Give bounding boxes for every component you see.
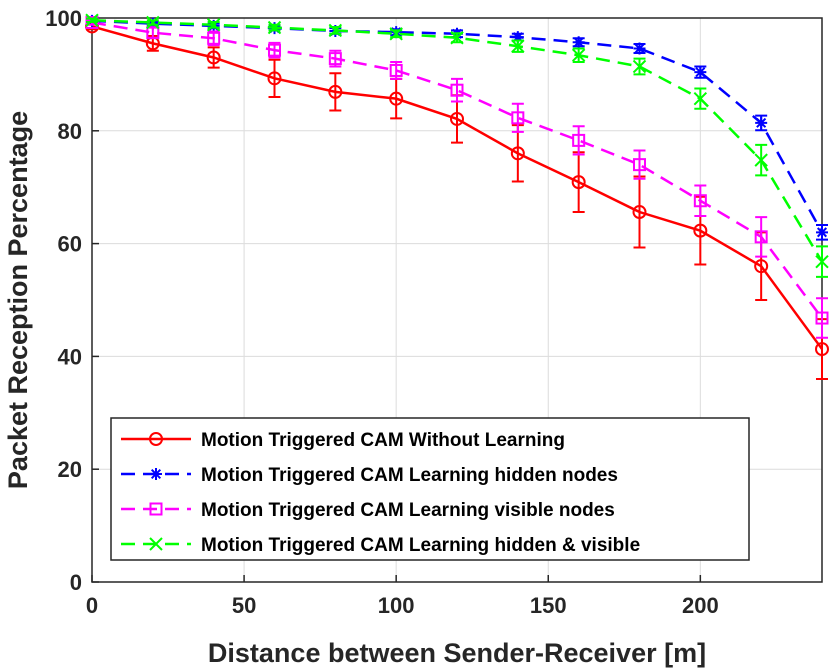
series-1 — [85, 19, 829, 380]
legend-marker — [149, 432, 163, 446]
data-point — [572, 36, 585, 49]
data-point — [694, 66, 707, 79]
data-point — [146, 26, 160, 40]
data-point — [511, 111, 525, 125]
legend-item-4: Motion Triggered CAM Learning hidden & v… — [121, 535, 640, 556]
data-point — [328, 23, 343, 38]
tick-labels: 0 50 100 150 200 0 20 40 60 80 100 — [45, 6, 718, 618]
data-point — [511, 39, 525, 53]
y-tick-label: 0 — [70, 570, 82, 595]
legend-box — [110, 417, 750, 561]
legend-label: Motion Triggered CAM Learning hidden & v… — [201, 535, 640, 556]
y-tick-label: 20 — [58, 457, 82, 482]
data-point — [267, 71, 282, 86]
data-point — [510, 146, 525, 161]
x-tick-label: 50 — [232, 593, 256, 618]
data-point — [754, 259, 769, 274]
legend-label: Motion Triggered CAM Learning visible no… — [201, 500, 615, 521]
legend-item-3: Motion Triggered CAM Learning visible no… — [121, 500, 615, 521]
legend: Motion Triggered CAM Without Learning Mot… — [110, 417, 750, 561]
data-point — [815, 254, 829, 269]
data-point — [632, 59, 647, 74]
data-point — [328, 52, 342, 66]
legend-marker — [149, 537, 163, 551]
data-point — [450, 83, 464, 97]
x-tick-label: 100 — [378, 593, 415, 618]
legend-label: Motion Triggered CAM Without Learning — [201, 430, 565, 451]
y-tick-label: 80 — [58, 119, 82, 144]
data-point — [389, 63, 403, 77]
series-3 — [85, 16, 829, 339]
data-point — [754, 153, 768, 167]
error-bar — [511, 102, 524, 133]
legend-label: Motion Triggered CAM Learning hidden nod… — [201, 465, 618, 486]
data-point — [815, 342, 829, 357]
data-point — [816, 226, 828, 239]
error-bar — [572, 125, 585, 156]
data-point — [633, 42, 646, 55]
error-bar — [451, 77, 463, 103]
series-4 — [85, 13, 829, 278]
data-point — [206, 50, 221, 65]
legend-item-1: Motion Triggered CAM Without Learning — [121, 430, 565, 451]
legend-marker — [149, 502, 163, 516]
data-point — [328, 84, 343, 99]
data-point — [754, 230, 768, 244]
data-point — [389, 91, 404, 106]
y-tick-label: 40 — [58, 344, 82, 369]
data-point — [632, 205, 647, 220]
series-line — [91, 21, 824, 319]
data-point — [693, 223, 708, 238]
data-point — [815, 311, 829, 325]
data-point — [85, 13, 99, 27]
data-point — [571, 175, 586, 190]
data-point — [572, 133, 586, 147]
x-tick-label: 0 — [86, 593, 98, 618]
data-point — [693, 194, 707, 208]
y-axis-title: Packet Reception Percentage — [3, 111, 33, 489]
y-tick-label: 100 — [45, 6, 82, 31]
series-line — [91, 25, 824, 350]
data-point — [755, 116, 768, 129]
x-tick-label: 200 — [682, 593, 719, 618]
data-point — [389, 27, 403, 41]
data-point — [207, 31, 221, 45]
error-bar — [816, 297, 828, 339]
data-point — [146, 15, 160, 30]
series-layer — [85, 13, 829, 380]
legend-item-2: Motion Triggered CAM Learning hidden nod… — [121, 465, 618, 486]
data-point — [267, 20, 282, 35]
data-point — [633, 158, 646, 172]
x-axis-title: Distance between Sender-Receiver [m] — [208, 638, 706, 668]
data-point — [206, 18, 221, 32]
x-tick-label: 150 — [530, 593, 567, 618]
data-point — [450, 111, 464, 126]
data-point — [511, 31, 524, 44]
data-point — [268, 43, 281, 57]
legend-marker — [150, 468, 162, 480]
data-point — [693, 91, 708, 106]
error-bar — [633, 149, 646, 180]
data-point — [571, 48, 586, 62]
data-point — [450, 31, 464, 45]
y-tick-label: 60 — [58, 232, 82, 257]
